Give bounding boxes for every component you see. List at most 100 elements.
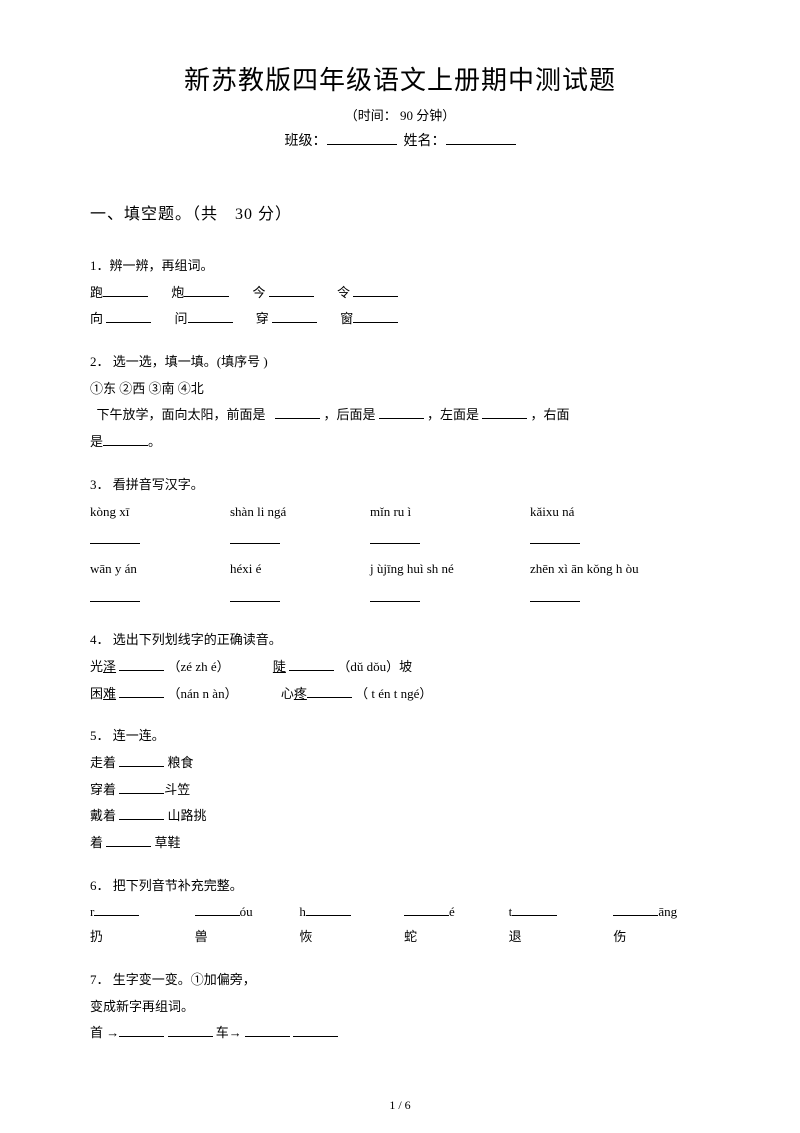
name-line: 班级： 姓名： bbox=[90, 130, 710, 150]
q5-l1a: 走着 bbox=[90, 755, 116, 770]
q7-p2: 车→ bbox=[216, 1025, 242, 1040]
q2-b4: ，右面 bbox=[531, 407, 570, 422]
q3-p7: j ùjīng huì sh né bbox=[370, 557, 530, 582]
q4-a1p: （zé zh é） bbox=[168, 659, 230, 674]
name-blank[interactable] bbox=[446, 131, 516, 145]
q2-title: 选一选，填一填。(填序号 ) bbox=[113, 354, 268, 369]
blank[interactable] bbox=[119, 753, 164, 767]
blank[interactable] bbox=[289, 657, 334, 671]
q1-num: 1． bbox=[90, 258, 110, 273]
blank[interactable] bbox=[379, 405, 424, 419]
section-1-heading: 一、填空题。（共 30 分） bbox=[90, 200, 710, 224]
q4-b1p: （nán n àn） bbox=[168, 686, 238, 701]
q3-p6: héxi é bbox=[230, 557, 370, 582]
blank[interactable] bbox=[195, 902, 240, 916]
q6-b4: 蛇 bbox=[404, 925, 501, 950]
q6-t6: āng bbox=[658, 904, 677, 919]
name-label: 姓名： bbox=[404, 134, 446, 149]
question-6: 6． 把下列音节补充完整。 r óu h é t āng 扔 兽 恢 蛇 退 伤 bbox=[90, 874, 710, 950]
question-4: 4． 选出下列划线字的正确读音。 光泽 （zé zh é） 陡 （dǔ dǒu）… bbox=[90, 628, 710, 706]
q6-num: 6． bbox=[90, 878, 110, 893]
q5-l2a: 穿着 bbox=[90, 782, 116, 797]
blank[interactable] bbox=[293, 1023, 338, 1037]
subtitle: （时间： 90 分钟） bbox=[90, 105, 710, 124]
question-3: 3． 看拼音写汉字。 kòng xī shàn li ngá mǐn ru ì … bbox=[90, 473, 710, 610]
q1-r2-3: 穿 bbox=[256, 311, 269, 326]
q6-t4: é bbox=[449, 904, 455, 919]
blank[interactable] bbox=[119, 780, 164, 794]
question-1: 1．辨一辨，再组词。 跑 炮 今 令 向 问 穿 窗 bbox=[90, 254, 710, 332]
q7-num: 7． bbox=[90, 972, 110, 987]
blank[interactable] bbox=[370, 588, 420, 602]
blank[interactable] bbox=[275, 405, 320, 419]
blank[interactable] bbox=[245, 1023, 290, 1037]
blank[interactable] bbox=[307, 684, 352, 698]
q1-r1-4: 令 bbox=[337, 285, 350, 300]
blank[interactable] bbox=[188, 309, 233, 323]
class-blank[interactable] bbox=[327, 131, 397, 145]
blank[interactable] bbox=[530, 588, 580, 602]
question-5: 5． 连一连。 走着 粮食 穿着 斗笠 戴着 山路挑 着 草鞋 bbox=[90, 724, 710, 855]
q6-b5: 退 bbox=[509, 925, 606, 950]
q3-p3: mǐn ru ì bbox=[370, 500, 530, 525]
blank[interactable] bbox=[168, 1023, 213, 1037]
blank[interactable] bbox=[184, 283, 229, 297]
blank[interactable] bbox=[103, 432, 148, 446]
q5-l3a: 戴着 bbox=[90, 808, 116, 823]
q1-r1-1: 跑 bbox=[90, 285, 103, 300]
q6-title: 把下列音节补充完整。 bbox=[113, 878, 243, 893]
blank[interactable] bbox=[482, 405, 527, 419]
q5-l2b: 斗笠 bbox=[164, 782, 190, 797]
q4-a1: 光 bbox=[90, 659, 103, 674]
q3-p1: kòng xī bbox=[90, 500, 230, 525]
blank[interactable] bbox=[119, 1023, 164, 1037]
q5-l4a: 着 bbox=[90, 835, 103, 850]
blank[interactable] bbox=[370, 530, 420, 544]
blank[interactable] bbox=[90, 588, 140, 602]
q3-title: 看拼音写汉字。 bbox=[113, 477, 204, 492]
q2-b5: 是 bbox=[90, 434, 103, 449]
q4-b2p: （ t én t ngé） bbox=[355, 686, 432, 701]
q7-title: 生字变一变。①加偏旁， bbox=[113, 972, 256, 987]
blank[interactable] bbox=[404, 902, 449, 916]
q6-t2: óu bbox=[240, 904, 253, 919]
page-title: 新苏教版四年级语文上册期中测试题 bbox=[90, 60, 710, 97]
blank[interactable] bbox=[272, 309, 317, 323]
q3-p2: shàn li ngá bbox=[230, 500, 370, 525]
question-7: 7． 生字变一变。①加偏旁， 变成新字再组词。 首 → 车→ bbox=[90, 968, 710, 1046]
q2-b6: 。 bbox=[148, 434, 161, 449]
q4-b1: 困 bbox=[90, 686, 103, 701]
blank[interactable] bbox=[530, 530, 580, 544]
q3-p5: wān y án bbox=[90, 557, 230, 582]
q4-b1u: 难 bbox=[103, 686, 116, 701]
blank[interactable] bbox=[613, 902, 658, 916]
blank[interactable] bbox=[512, 902, 557, 916]
blank[interactable] bbox=[119, 657, 164, 671]
q5-l3b: 山路挑 bbox=[168, 808, 207, 823]
q5-num: 5． bbox=[90, 728, 110, 743]
q2-b2: ，后面是 bbox=[324, 407, 376, 422]
q2-num: 2． bbox=[90, 354, 110, 369]
q4-title: 选出下列划线字的正确读音。 bbox=[113, 632, 282, 647]
blank[interactable] bbox=[106, 833, 151, 847]
blank[interactable] bbox=[230, 530, 280, 544]
q4-a1u: 泽 bbox=[103, 659, 116, 674]
question-2: 2． 选一选，填一填。(填序号 ) ①东 ②西 ③南 ④北 下午放学，面向太阳，… bbox=[90, 350, 710, 455]
blank[interactable] bbox=[106, 309, 151, 323]
blank[interactable] bbox=[306, 902, 351, 916]
page-footer: 1 / 6 bbox=[0, 1098, 800, 1113]
q4-a2p: （dǔ dǒu）坡 bbox=[337, 659, 412, 674]
blank[interactable] bbox=[269, 283, 314, 297]
blank[interactable] bbox=[230, 588, 280, 602]
blank[interactable] bbox=[103, 283, 148, 297]
blank[interactable] bbox=[353, 309, 398, 323]
q6-b3: 恢 bbox=[299, 925, 396, 950]
q5-title: 连一连。 bbox=[113, 728, 165, 743]
blank[interactable] bbox=[94, 902, 139, 916]
blank[interactable] bbox=[90, 530, 140, 544]
blank[interactable] bbox=[119, 806, 164, 820]
q4-b2u: 疼 bbox=[294, 686, 307, 701]
q3-p4: kǎixu ná bbox=[530, 500, 690, 525]
blank[interactable] bbox=[119, 684, 164, 698]
blank[interactable] bbox=[353, 283, 398, 297]
